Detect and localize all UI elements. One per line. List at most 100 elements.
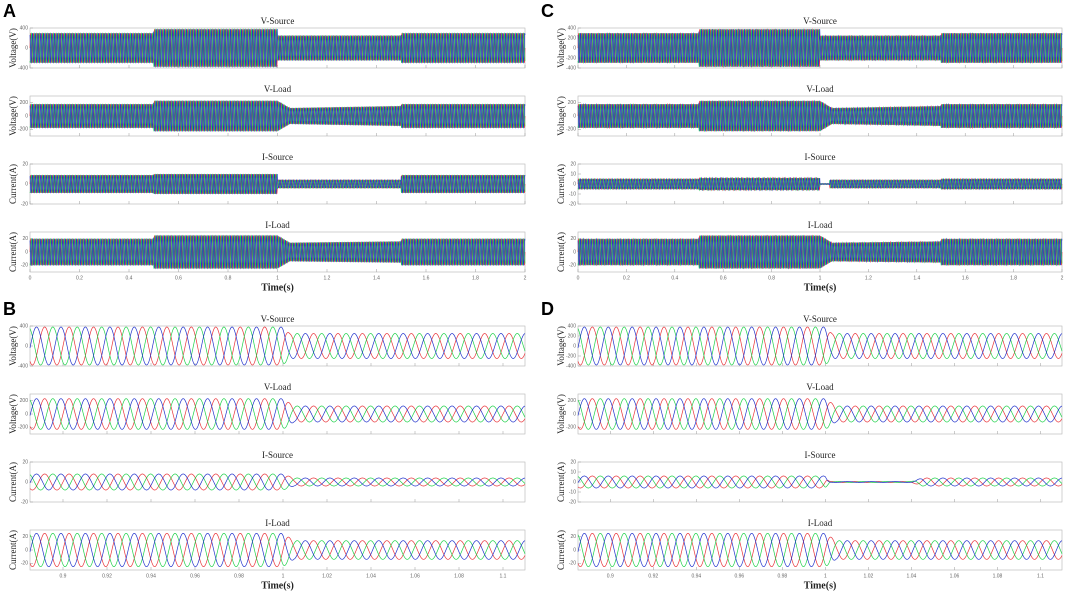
y-tick-label: 200 xyxy=(568,35,577,41)
y-tick-label: 200 xyxy=(20,398,29,404)
y-tick-label: -20 xyxy=(21,561,28,567)
waveform xyxy=(29,398,526,430)
y-tick-label: -400 xyxy=(566,65,576,71)
y-axis-label: Voltage(V) xyxy=(8,326,18,366)
y-tick-label: 0 xyxy=(573,411,576,417)
waveform xyxy=(29,473,526,491)
x-tick-label: 0.96 xyxy=(734,573,744,579)
y-tick-label: 10 xyxy=(570,171,576,177)
y-tick-label: 10 xyxy=(570,469,576,475)
x-tick-label: 0.8 xyxy=(768,275,775,281)
x-tick-label: 0 xyxy=(577,275,580,281)
x-tick-label: 1.4 xyxy=(373,275,380,281)
x-tick-label: 1.06 xyxy=(410,573,420,579)
x-tick-label: 1.04 xyxy=(366,573,376,579)
subplot-title: V-Load xyxy=(806,382,834,392)
subplot-title: I-Load xyxy=(265,518,290,528)
x-tick-label: 0 xyxy=(29,275,32,281)
x-tick-label: 1.2 xyxy=(324,275,331,281)
y-axis-label: Current(A) xyxy=(556,530,566,570)
waveform xyxy=(29,173,526,195)
subplot-title: I-Load xyxy=(808,220,833,230)
x-tick-label: 0.94 xyxy=(146,573,156,579)
y-tick-label: -20 xyxy=(21,201,28,207)
x-tick-label: 1.02 xyxy=(864,573,874,579)
x-tick-label: 0.9 xyxy=(607,573,614,579)
waveform xyxy=(577,234,1063,270)
y-tick-label: 20 xyxy=(570,534,576,540)
y-tick-label: 0 xyxy=(25,181,28,187)
subplot-title: I-Source xyxy=(805,450,836,460)
x-tick-label: 0.96 xyxy=(190,573,200,579)
plot-area xyxy=(577,325,1063,367)
subplot-title: V-Load xyxy=(264,382,292,392)
y-tick-label: -20 xyxy=(21,263,28,269)
y-tick-label: -400 xyxy=(566,363,576,369)
waveform xyxy=(29,532,526,568)
y-tick-label: 400 xyxy=(568,323,577,329)
x-tick-label: 0.98 xyxy=(234,573,244,579)
y-tick-label: -200 xyxy=(566,425,576,431)
subplot-title: V-Source xyxy=(261,314,295,324)
x-tick-label: 1.6 xyxy=(423,275,430,281)
waveform xyxy=(29,473,526,491)
x-tick-label: 0.94 xyxy=(691,573,701,579)
waveform xyxy=(29,29,526,67)
waveform xyxy=(577,475,1063,489)
y-axis-label: Current(A) xyxy=(8,232,18,272)
waveform xyxy=(577,234,1063,270)
subplot-title: I-Source xyxy=(262,450,293,460)
waveform xyxy=(577,28,1063,68)
y-axis-label: Current(A) xyxy=(556,462,566,502)
x-tick-label: 1.2 xyxy=(865,275,872,281)
waveform xyxy=(29,99,526,132)
subplot-title: I-Source xyxy=(805,152,836,162)
waveform xyxy=(577,326,1063,366)
y-axis-label: Voltage(V) xyxy=(8,394,18,434)
y-axis-label: Voltage(V) xyxy=(8,28,18,68)
x-tick-label: 0.6 xyxy=(175,275,182,281)
y-tick-label: 0 xyxy=(25,249,28,255)
waveform xyxy=(577,28,1063,68)
subplot-title: I-Load xyxy=(808,518,833,528)
x-tick-label: 2 xyxy=(1061,275,1064,281)
x-tick-label: 0.4 xyxy=(671,275,678,281)
waveform xyxy=(29,326,526,366)
waveform xyxy=(29,326,526,366)
x-tick-label: 1.08 xyxy=(993,573,1003,579)
y-tick-label: 20 xyxy=(22,534,28,540)
y-tick-label: 0 xyxy=(573,479,576,485)
waveform xyxy=(29,100,526,133)
waveform xyxy=(29,234,526,269)
x-tick-label: 1.08 xyxy=(454,573,464,579)
waveform xyxy=(29,398,526,430)
y-axis-label: Voltage(V) xyxy=(556,394,566,434)
y-tick-label: 0 xyxy=(573,249,576,255)
y-tick-label: 400 xyxy=(568,25,577,31)
y-tick-label: -200 xyxy=(566,127,576,133)
x-tick-label: 1 xyxy=(819,275,822,281)
y-tick-label: 20 xyxy=(570,236,576,242)
waveform xyxy=(577,532,1063,568)
x-tick-label: 2 xyxy=(524,275,527,281)
x-tick-label: 1.4 xyxy=(913,275,920,281)
x-tick-label: 0.4 xyxy=(126,275,133,281)
x-tick-label: 0.2 xyxy=(76,275,83,281)
y-tick-label: 0 xyxy=(25,343,28,349)
waveform xyxy=(29,532,526,568)
x-tick-label: 0.2 xyxy=(623,275,630,281)
y-tick-label: -20 xyxy=(569,561,576,567)
panel-label: B xyxy=(3,299,16,319)
y-tick-label: 20 xyxy=(22,236,28,242)
waveform xyxy=(29,28,526,68)
x-tick-label: 0.92 xyxy=(648,573,658,579)
y-tick-label: 20 xyxy=(22,161,28,167)
x-tick-label: 0.92 xyxy=(102,573,112,579)
y-tick-label: -20 xyxy=(569,263,576,269)
waveform xyxy=(29,326,526,366)
x-tick-label: 1 xyxy=(276,275,279,281)
x-axis-label: Time(s) xyxy=(261,282,294,293)
y-tick-label: -20 xyxy=(569,499,576,505)
y-tick-label: 0 xyxy=(25,45,28,51)
panel-label: D xyxy=(541,299,554,319)
